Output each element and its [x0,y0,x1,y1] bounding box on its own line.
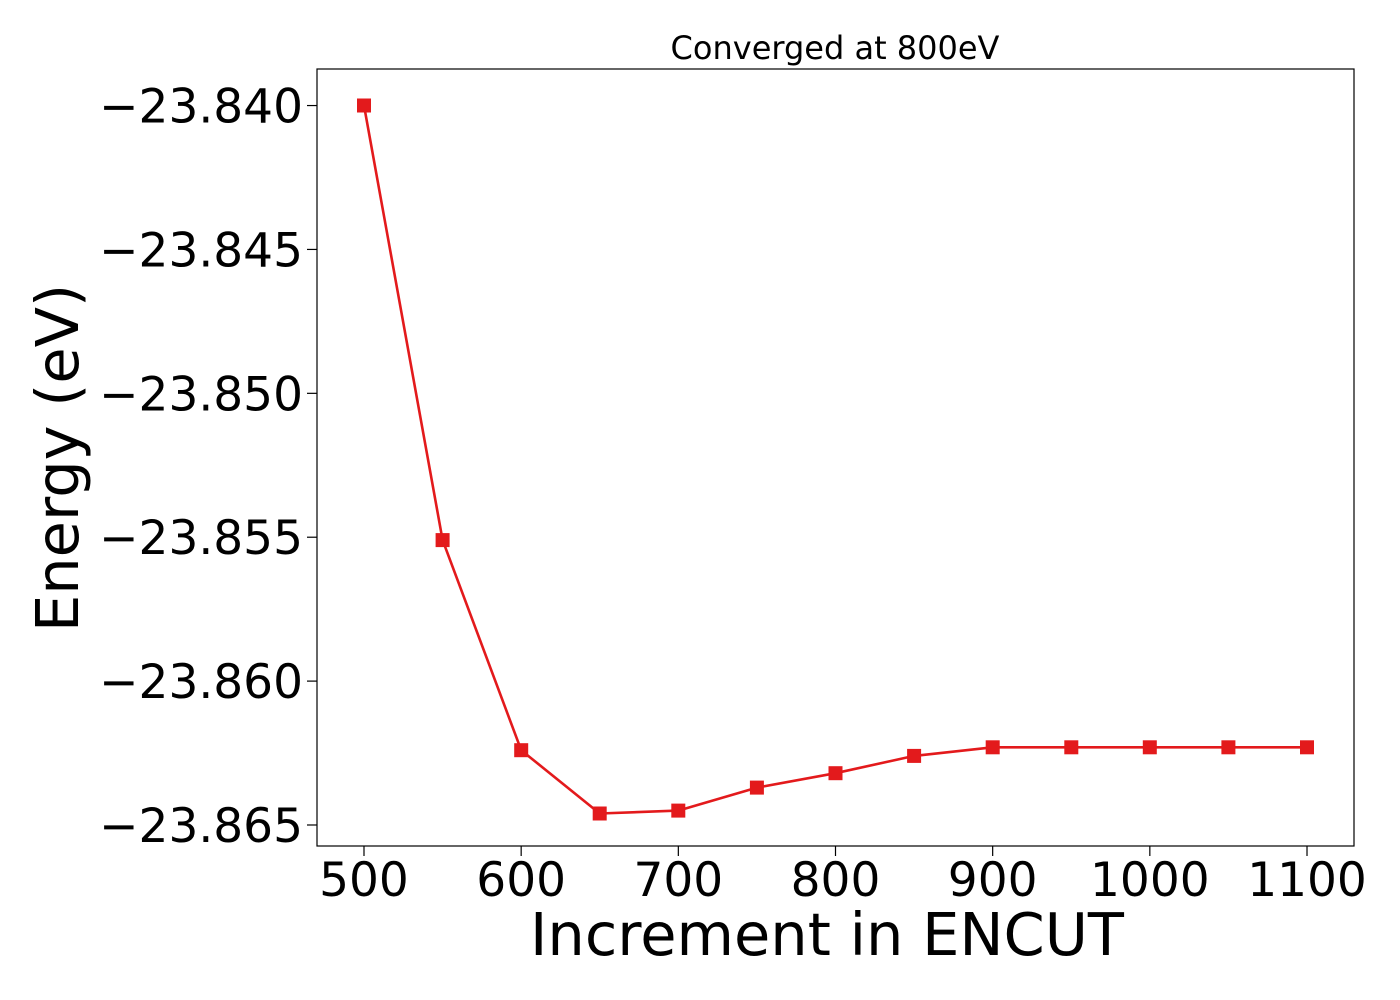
series-group [357,98,1314,821]
y-axis-label: Energy (eV) [23,284,92,632]
data-point-marker [1221,740,1236,755]
y-ticks: −23.840 −23.845 −23.850 −23.855 −23.860 −23.8… [99,80,317,854]
data-point-marker [828,766,843,781]
data-point-marker [749,780,764,795]
x-tick-label: 600 [476,853,566,908]
data-point-marker [1142,740,1157,755]
x-tick-label: 1000 [1090,853,1210,908]
chart-title: Converged at 800eV [671,29,1000,67]
y-tick-label: −23.845 [99,223,303,278]
data-point-marker [357,98,371,113]
y-tick-label: −23.855 [99,511,303,566]
y-tick-label: −23.840 [99,80,303,135]
y-tick-label: −23.860 [99,655,303,710]
data-point-marker [1064,740,1079,755]
x-tick-label: 800 [791,853,881,908]
y-tick-label: −23.850 [99,367,303,422]
data-point-marker [907,748,922,763]
y-tick-label: −23.865 [99,799,303,854]
data-point-marker [435,533,450,548]
data-point-marker [514,743,529,758]
data-point-marker [985,740,1000,755]
x-tick-label: 900 [948,853,1038,908]
x-tick-label: 1100 [1247,853,1367,908]
plot-area [316,68,1355,847]
x-tick-label: 500 [319,853,409,908]
data-point-marker [592,806,607,821]
data-point-marker [671,803,686,818]
x-tick-label: 700 [633,853,723,908]
x-axis-label: Increment in ENCUT [530,900,1125,969]
data-point-marker [1300,740,1314,755]
x-ticks: 500 600 700 800 900 1000 1100 [319,846,1367,908]
